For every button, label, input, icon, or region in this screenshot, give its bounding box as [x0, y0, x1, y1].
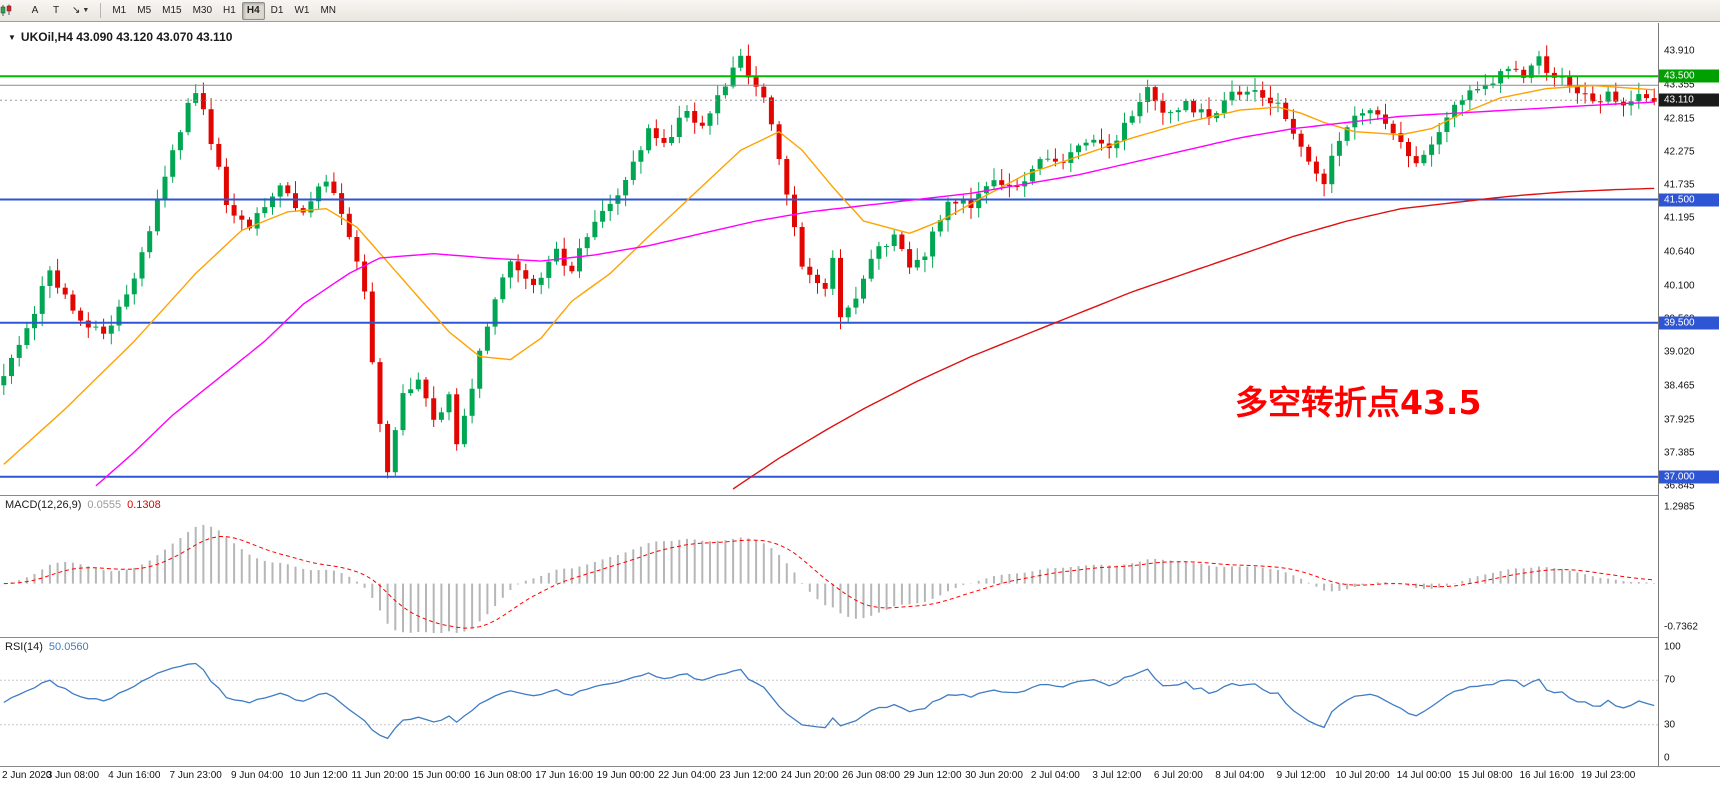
macd-indicator-chart[interactable] [0, 496, 1658, 637]
time-tick-label: 19 Jul 23:00 [1580, 770, 1636, 781]
timeframe-button-m15[interactable]: M15 [157, 2, 186, 20]
macd-main-value: 0.0555 [87, 499, 122, 511]
rsi-label: RSI(14) 50.0560 [5, 641, 89, 653]
macd-name: MACD(12,26,9) [5, 499, 82, 511]
rsi-value: 50.0560 [48, 641, 89, 653]
time-tick-label: 17 Jun 16:00 [535, 770, 594, 781]
macd-label: MACD(12,26,9) 0.0555 0.1308 [5, 499, 161, 511]
macd-tick-label: 1.2985 [1664, 501, 1695, 513]
timeframe-button-m30[interactable]: M30 [188, 2, 217, 20]
ma-fast-line [3, 84, 1655, 465]
price-tick-label: 40.100 [1664, 280, 1695, 292]
rsi-indicator-chart[interactable] [0, 638, 1658, 766]
timeframe-button-h1[interactable]: H1 [218, 2, 241, 20]
time-tick-label: 11 Jun 20:00 [351, 770, 409, 781]
macd-histogram [10, 524, 1656, 633]
time-tick-label: 19 Jun 00:00 [596, 770, 655, 781]
time-tick-label: 16 Jul 16:00 [1519, 770, 1574, 781]
draw-arrow-tool-button[interactable]: ↘ ▼ [67, 2, 94, 20]
price-tick-label: 42.815 [1664, 113, 1695, 124]
price-axis[interactable]: 43.910 43.355 42.815 42.275 41.735 41.195 40.6… [1658, 23, 1720, 766]
main-price-chart[interactable] [0, 23, 1658, 495]
time-tick-label: 22 Jun 04:00 [658, 770, 716, 781]
time-tick-label: 2 Jun 2020 [2, 770, 52, 781]
price-tick-label: 41.195 [1664, 212, 1695, 224]
symbol-info: ▼ UKOil,H4 43.090 43.120 43.070 43.110 [8, 30, 232, 44]
time-tick-label: 10 Jul 20:00 [1335, 770, 1390, 781]
price-tick-label: 37.925 [1664, 414, 1695, 426]
price-tick-label: 42.275 [1664, 146, 1695, 158]
timeframe-button-h4[interactable]: H4 [241, 1, 265, 20]
price-badge: 41.500 [1659, 193, 1719, 206]
time-tick-label: 3 Jun 08:00 [46, 770, 100, 781]
time-tick-label: 3 Jul 12:00 [1092, 770, 1142, 781]
time-tick-label: 6 Jul 20:00 [1153, 770, 1203, 781]
candle-series [1, 44, 1657, 479]
timeframe-button-m5[interactable]: M5 [132, 2, 156, 20]
rsi-tick-label: 100 [1664, 641, 1681, 653]
rsi-name: RSI(14) [5, 641, 43, 653]
rsi-tick-label: 70 [1664, 674, 1676, 686]
timeframe-button-w1[interactable]: W1 [289, 2, 314, 20]
time-tick-label: 24 Jun 20:00 [780, 770, 839, 781]
time-tick-label: 7 Jun 23:00 [169, 770, 222, 781]
timeframe-button-mn[interactable]: MN [315, 2, 341, 20]
chart-menu-triangle-icon[interactable]: ▼ [8, 32, 16, 42]
ma-slow-line [732, 187, 1655, 490]
timeframe-group: M1 M5 M15 M30 H1 H4 D1 W1 MN [107, 1, 341, 20]
price-badge: 39.500 [1659, 316, 1719, 330]
time-tick-label: 9 Jun 04:00 [230, 770, 284, 781]
rsi-tick-label: 30 [1664, 719, 1676, 731]
timeframe-button-d1[interactable]: D1 [266, 2, 289, 20]
timeframe-button-m1[interactable]: M1 [107, 2, 131, 20]
price-tick-label: 38.465 [1664, 380, 1695, 392]
cursor-tool-button[interactable]: A [25, 2, 45, 20]
time-tick-label: 15 Jul 08:00 [1458, 770, 1513, 781]
price-tick-label: 37.385 [1664, 447, 1695, 459]
toolbar: A T ↘ ▼ M1 M5 M15 M30 H1 H4 D1 W1 MN [0, 0, 1720, 22]
time-tick-label: 26 Jun 08:00 [842, 770, 901, 781]
time-axis[interactable]: 2 Jun 2020 3 Jun 08:00 4 Jun 16:00 7 Jun 23… [0, 767, 1658, 795]
candlestick-icon [0, 4, 12, 16]
chart-annotation-text: 多空转折点43.5 [1235, 383, 1482, 422]
price-tick-label: 39.020 [1664, 346, 1695, 358]
arrow-icon: ↘ [72, 5, 81, 16]
panel-separator [0, 766, 1720, 767]
panel-separator[interactable] [0, 637, 1720, 638]
time-tick-label: 4 Jun 16:00 [108, 770, 161, 781]
ma-mid-line [95, 101, 1655, 487]
price-badge: 37.000 [1659, 470, 1719, 484]
price-badge: 43.500 [1659, 69, 1719, 83]
price-tick-label: 43.910 [1664, 45, 1695, 57]
time-tick-label: 29 Jun 12:00 [903, 770, 962, 781]
panel-separator[interactable] [0, 495, 1720, 496]
time-tick-label: 30 Jun 20:00 [965, 770, 1023, 781]
time-tick-label: 23 Jun 12:00 [719, 770, 778, 781]
price-tick-label: 40.640 [1664, 246, 1695, 258]
macd-signal-line [3, 535, 1655, 629]
toolbar-separator [100, 3, 102, 18]
rsi-tick-label: 0 [1664, 752, 1670, 764]
macd-tick-label: -0.7362 [1664, 621, 1698, 633]
time-tick-label: 2 Jul 04:00 [1030, 770, 1080, 781]
price-badge: 43.110 [1659, 93, 1719, 107]
horizontal-line-objects [0, 75, 1658, 478]
time-tick-label: 15 Jun 00:00 [412, 770, 471, 781]
chevron-down-icon: ▼ [82, 7, 90, 14]
text-tool-button[interactable]: T [46, 2, 66, 20]
price-tick-label: 43.355 [1664, 79, 1695, 91]
price-tick-label: 36.845 [1664, 480, 1695, 492]
symbol-ohlc-text: UKOil,H4 43.090 43.120 43.070 43.110 [20, 30, 233, 44]
price-tick-label: 41.735 [1664, 179, 1695, 191]
rsi-line [3, 662, 1655, 740]
time-tick-label: 9 Jul 12:00 [1276, 770, 1326, 781]
candlestick-chart-mode-button[interactable] [0, 2, 24, 20]
macd-signal-value: 0.1308 [127, 499, 161, 511]
time-tick-label: 8 Jul 04:00 [1215, 770, 1265, 781]
time-tick-label: 14 Jul 00:00 [1396, 770, 1452, 781]
time-tick-label: 16 Jun 08:00 [473, 770, 532, 781]
time-tick-label: 10 Jun 12:00 [289, 770, 348, 781]
